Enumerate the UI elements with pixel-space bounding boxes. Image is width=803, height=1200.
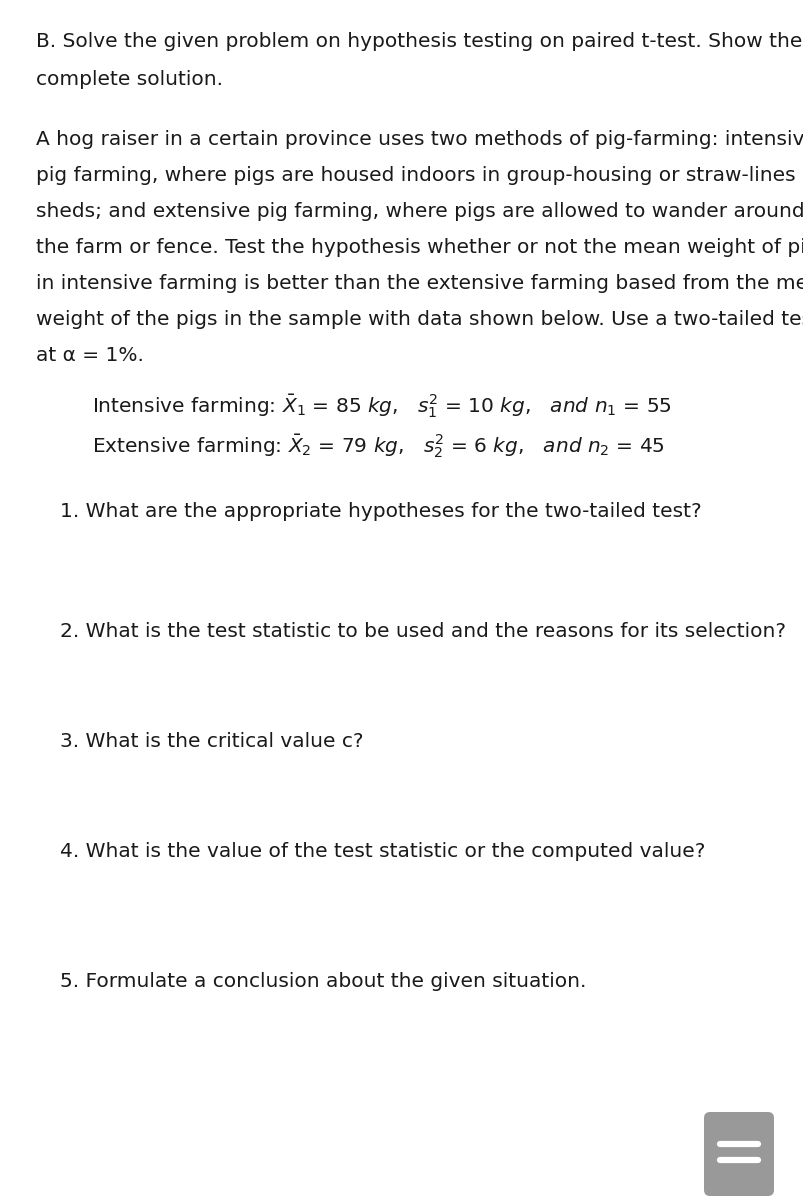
Text: at α = 1%.: at α = 1%.: [36, 346, 144, 365]
Text: 1. What are the appropriate hypotheses for the two-tailed test?: 1. What are the appropriate hypotheses f…: [60, 502, 701, 521]
FancyBboxPatch shape: [703, 1112, 773, 1196]
Text: A hog raiser in a certain province uses two methods of pig-farming: intensive: A hog raiser in a certain province uses …: [36, 130, 803, 149]
Text: sheds; and extensive pig farming, where pigs are allowed to wander around: sheds; and extensive pig farming, where …: [36, 202, 803, 221]
Text: Intensive farming: $\bar{X}_1$ = 85 $kg$,   $s_1^2$ = 10 $kg$,   $and$ $n_1$ = 5: Intensive farming: $\bar{X}_1$ = 85 $kg$…: [92, 392, 671, 420]
Text: the farm or fence. Test the hypothesis whether or not the mean weight of pigs: the farm or fence. Test the hypothesis w…: [36, 238, 803, 257]
Text: weight of the pigs in the sample with data shown below. Use a two-tailed test: weight of the pigs in the sample with da…: [36, 310, 803, 329]
Text: 5. Formulate a conclusion about the given situation.: 5. Formulate a conclusion about the give…: [60, 972, 585, 991]
Text: complete solution.: complete solution.: [36, 70, 222, 89]
Text: pig farming, where pigs are housed indoors in group-housing or straw-lines: pig farming, where pigs are housed indoo…: [36, 166, 795, 185]
Text: Extensive farming: $\bar{X}_2$ = 79 $kg$,   $s_2^2$ = 6 $kg$,   $and$ $n_2$ = 45: Extensive farming: $\bar{X}_2$ = 79 $kg$…: [92, 432, 664, 460]
Text: in intensive farming is better than the extensive farming based from the mean: in intensive farming is better than the …: [36, 274, 803, 293]
Text: B. Solve the given problem on hypothesis testing on paired t-test. Show the: B. Solve the given problem on hypothesis…: [36, 32, 801, 50]
Text: 3. What is the critical value c?: 3. What is the critical value c?: [60, 732, 363, 751]
Text: 2. What is the test statistic to be used and the reasons for its selection?: 2. What is the test statistic to be used…: [60, 622, 785, 641]
Text: 4. What is the value of the test statistic or the computed value?: 4. What is the value of the test statist…: [60, 842, 704, 862]
